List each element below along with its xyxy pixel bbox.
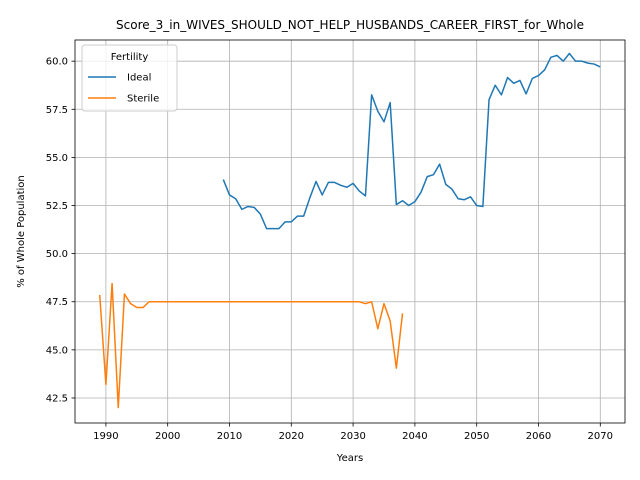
y-tick-label: 57.5: [46, 105, 68, 116]
series-line-ideal: [222, 52, 601, 230]
x-tick-label: 2020: [279, 431, 304, 442]
x-tick-label: 2070: [588, 431, 613, 442]
plot-frame: [74, 39, 626, 424]
y-tick-label: 45.0: [46, 345, 68, 356]
x-axis-label: Years: [336, 453, 363, 464]
x-tick-label: 1990: [93, 431, 118, 442]
x-axis-ticks: 1990 2000 2010 2020 2030 2040 2050 2060 2070: [93, 423, 613, 442]
series-line-sterile: [98, 282, 404, 409]
legend-label-ideal: Ideal: [127, 73, 151, 84]
y-tick-label: 60.0: [46, 57, 68, 68]
y-tick-label: 52.5: [46, 201, 68, 212]
legend-box: [81, 44, 178, 112]
x-tick-label: 2060: [526, 431, 551, 442]
y-axis-ticks: 42.5 45.0 47.5 50.0 52.5 55.0 57.5 60.0: [46, 57, 75, 404]
y-tick-label: 47.5: [46, 297, 68, 308]
y-axis-label: % of Whole Population: [16, 175, 27, 288]
y-tick-label: 42.5: [46, 393, 68, 404]
x-tick-label: 2010: [217, 431, 242, 442]
y-tick-label: 55.0: [46, 153, 68, 164]
x-tick-label: 2050: [464, 431, 489, 442]
legend-label-sterile: Sterile: [127, 94, 159, 105]
grid: [75, 40, 625, 423]
x-tick-label: 2030: [340, 431, 365, 442]
x-tick-label: 2000: [155, 431, 180, 442]
legend-title: Fertility: [111, 52, 149, 63]
series-lines: [98, 52, 601, 409]
legend: Fertility Ideal Sterile: [81, 44, 178, 112]
legend-entries: Ideal Sterile: [88, 73, 159, 105]
y-tick-label: 50.0: [46, 249, 68, 260]
chart-title: Score_3_in_WIVES_SHOULD_NOT_HELP_HUSBAND…: [116, 18, 584, 32]
x-tick-label: 2040: [402, 431, 427, 442]
